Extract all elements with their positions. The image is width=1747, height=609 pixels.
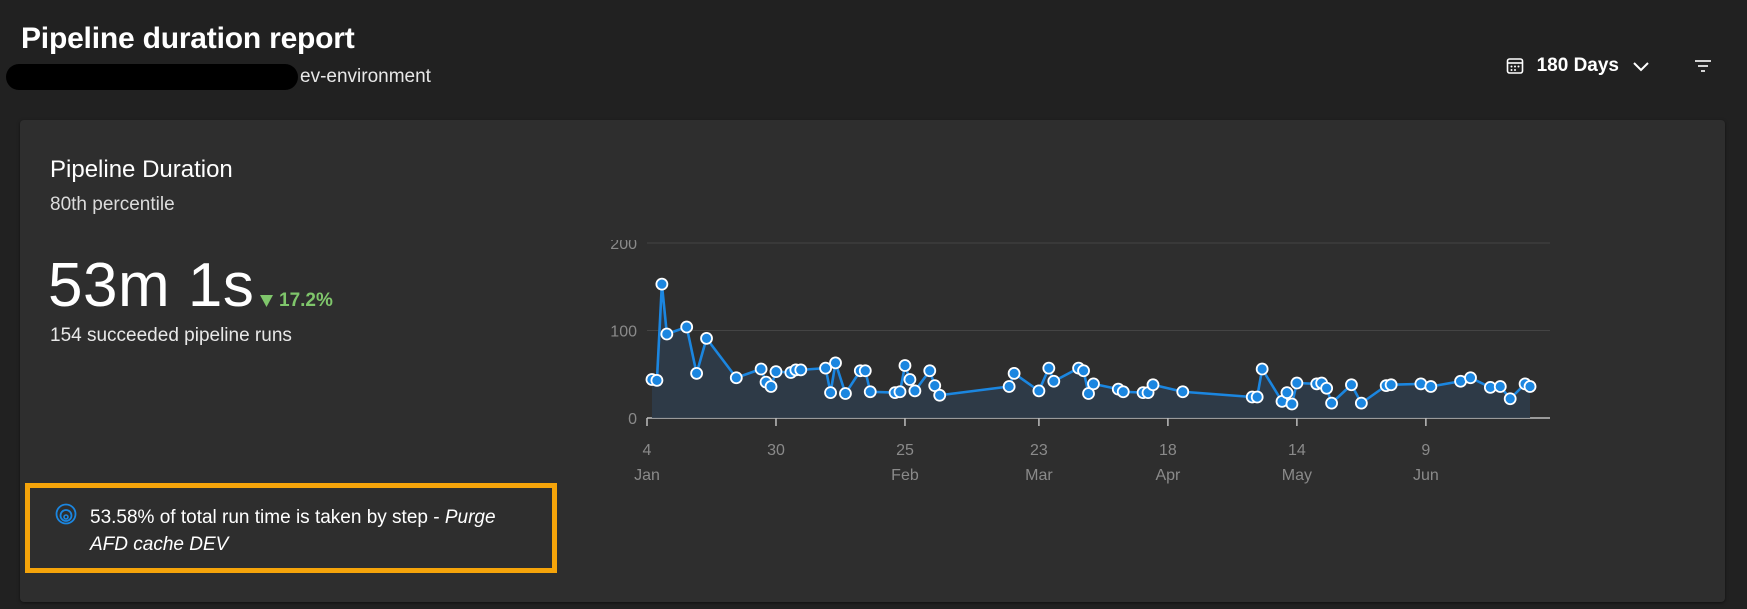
- data-point: [1042, 361, 1056, 375]
- data-point: [1250, 390, 1264, 404]
- data-point: [1285, 397, 1299, 411]
- data-point: [923, 364, 937, 378]
- calendar-icon: [1505, 56, 1525, 76]
- data-point: [1345, 378, 1358, 392]
- data-point: [819, 361, 832, 375]
- date-range-dropdown[interactable]: 180 Days: [1505, 55, 1651, 77]
- filter-icon: [1693, 56, 1713, 76]
- data-point: [1325, 396, 1339, 410]
- data-point: [893, 385, 907, 399]
- page-title: Pipeline duration report: [21, 22, 355, 55]
- data-point: [1290, 376, 1304, 390]
- data-point: [655, 277, 669, 291]
- data-point: [1503, 392, 1517, 406]
- data-point: [729, 371, 743, 385]
- data-point: [1523, 380, 1537, 393]
- data-point: [1354, 396, 1368, 410]
- data-point: [1077, 364, 1090, 378]
- chevron-down-icon: [1631, 56, 1651, 76]
- x-tick-month: Mar: [1025, 467, 1053, 484]
- y-tick-label: 100: [610, 324, 637, 341]
- insight-box[interactable]: 53.58% of total run time is taken by ste…: [25, 483, 557, 573]
- runs-count: 154 succeeded pipeline runs: [50, 325, 292, 346]
- duration-chart: 0100200DURATION (MINUTES)4Jan3025Feb23Ma…: [610, 240, 1550, 484]
- x-tick-day: 18: [1159, 442, 1177, 459]
- data-point: [1280, 386, 1294, 400]
- data-point: [898, 359, 912, 372]
- data-point: [1146, 378, 1160, 392]
- insight-icon: [54, 502, 78, 526]
- data-point: [1424, 380, 1438, 393]
- data-point: [1007, 366, 1021, 380]
- data-point: [1047, 374, 1061, 388]
- date-range-label: 180 Days: [1536, 55, 1619, 76]
- redaction-bar: [6, 64, 298, 90]
- duration-metric: 53m 1s: [48, 251, 255, 320]
- data-point: [754, 362, 768, 376]
- data-point: [700, 331, 713, 345]
- data-point: [933, 388, 947, 402]
- report-toolbar: 180 Days: [1505, 55, 1747, 77]
- x-tick-day: 9: [1421, 442, 1430, 459]
- data-point: [903, 373, 917, 386]
- arrow-down-icon: [260, 295, 273, 307]
- y-tick-label: 0: [628, 411, 637, 428]
- data-point: [1384, 378, 1398, 392]
- card-title: Pipeline Duration: [50, 156, 233, 183]
- data-point: [839, 387, 852, 400]
- pipeline-subtitle: ev-environment: [6, 64, 431, 90]
- data-point: [769, 365, 783, 379]
- data-point: [908, 384, 922, 398]
- x-tick-day: 4: [643, 442, 652, 459]
- data-point: [1464, 371, 1477, 385]
- data-point: [829, 356, 842, 370]
- data-point: [1087, 377, 1100, 391]
- x-tick-day: 25: [896, 442, 914, 459]
- data-point: [690, 366, 704, 380]
- x-tick-month: Jun: [1413, 467, 1439, 484]
- x-tick-day: 14: [1288, 442, 1306, 459]
- data-point: [863, 385, 877, 399]
- data-point: [794, 363, 808, 377]
- insight-step-name: Purge AFD cache DEV: [90, 507, 496, 555]
- data-point: [650, 373, 664, 387]
- data-point: [680, 320, 694, 334]
- x-tick-month: Apr: [1155, 467, 1181, 484]
- x-tick-day: 30: [767, 442, 785, 459]
- data-point: [1320, 381, 1334, 395]
- delta-value: 17.2%: [279, 290, 333, 311]
- data-point: [928, 379, 942, 393]
- pipeline-name: ev-environment: [300, 66, 431, 87]
- y-tick-label: 200: [610, 240, 637, 253]
- data-point: [1255, 362, 1269, 376]
- x-tick-month: Feb: [891, 467, 919, 484]
- data-point: [824, 386, 837, 400]
- delta-indicator: 17.2%: [260, 290, 333, 312]
- data-point: [1176, 385, 1190, 399]
- filter-button[interactable]: [1693, 56, 1713, 76]
- data-point: [764, 380, 778, 393]
- data-point: [1032, 384, 1046, 398]
- data-point: [1493, 380, 1507, 393]
- x-tick-month: Jan: [634, 467, 660, 484]
- card-subtitle: 80th percentile: [50, 194, 175, 215]
- pipeline-duration-card: Pipeline Duration 80th percentile 53m 1s…: [20, 120, 1725, 602]
- data-point: [1082, 387, 1095, 400]
- insight-text: 53.58% of total run time is taken by ste…: [90, 504, 532, 558]
- data-point: [660, 327, 674, 341]
- x-tick-day: 23: [1030, 442, 1048, 459]
- data-point: [1002, 380, 1016, 393]
- data-point: [1116, 385, 1130, 399]
- data-point: [858, 364, 872, 378]
- x-tick-month: May: [1282, 467, 1312, 484]
- insight-message: 53.58% of total run time is taken by ste…: [90, 507, 445, 528]
